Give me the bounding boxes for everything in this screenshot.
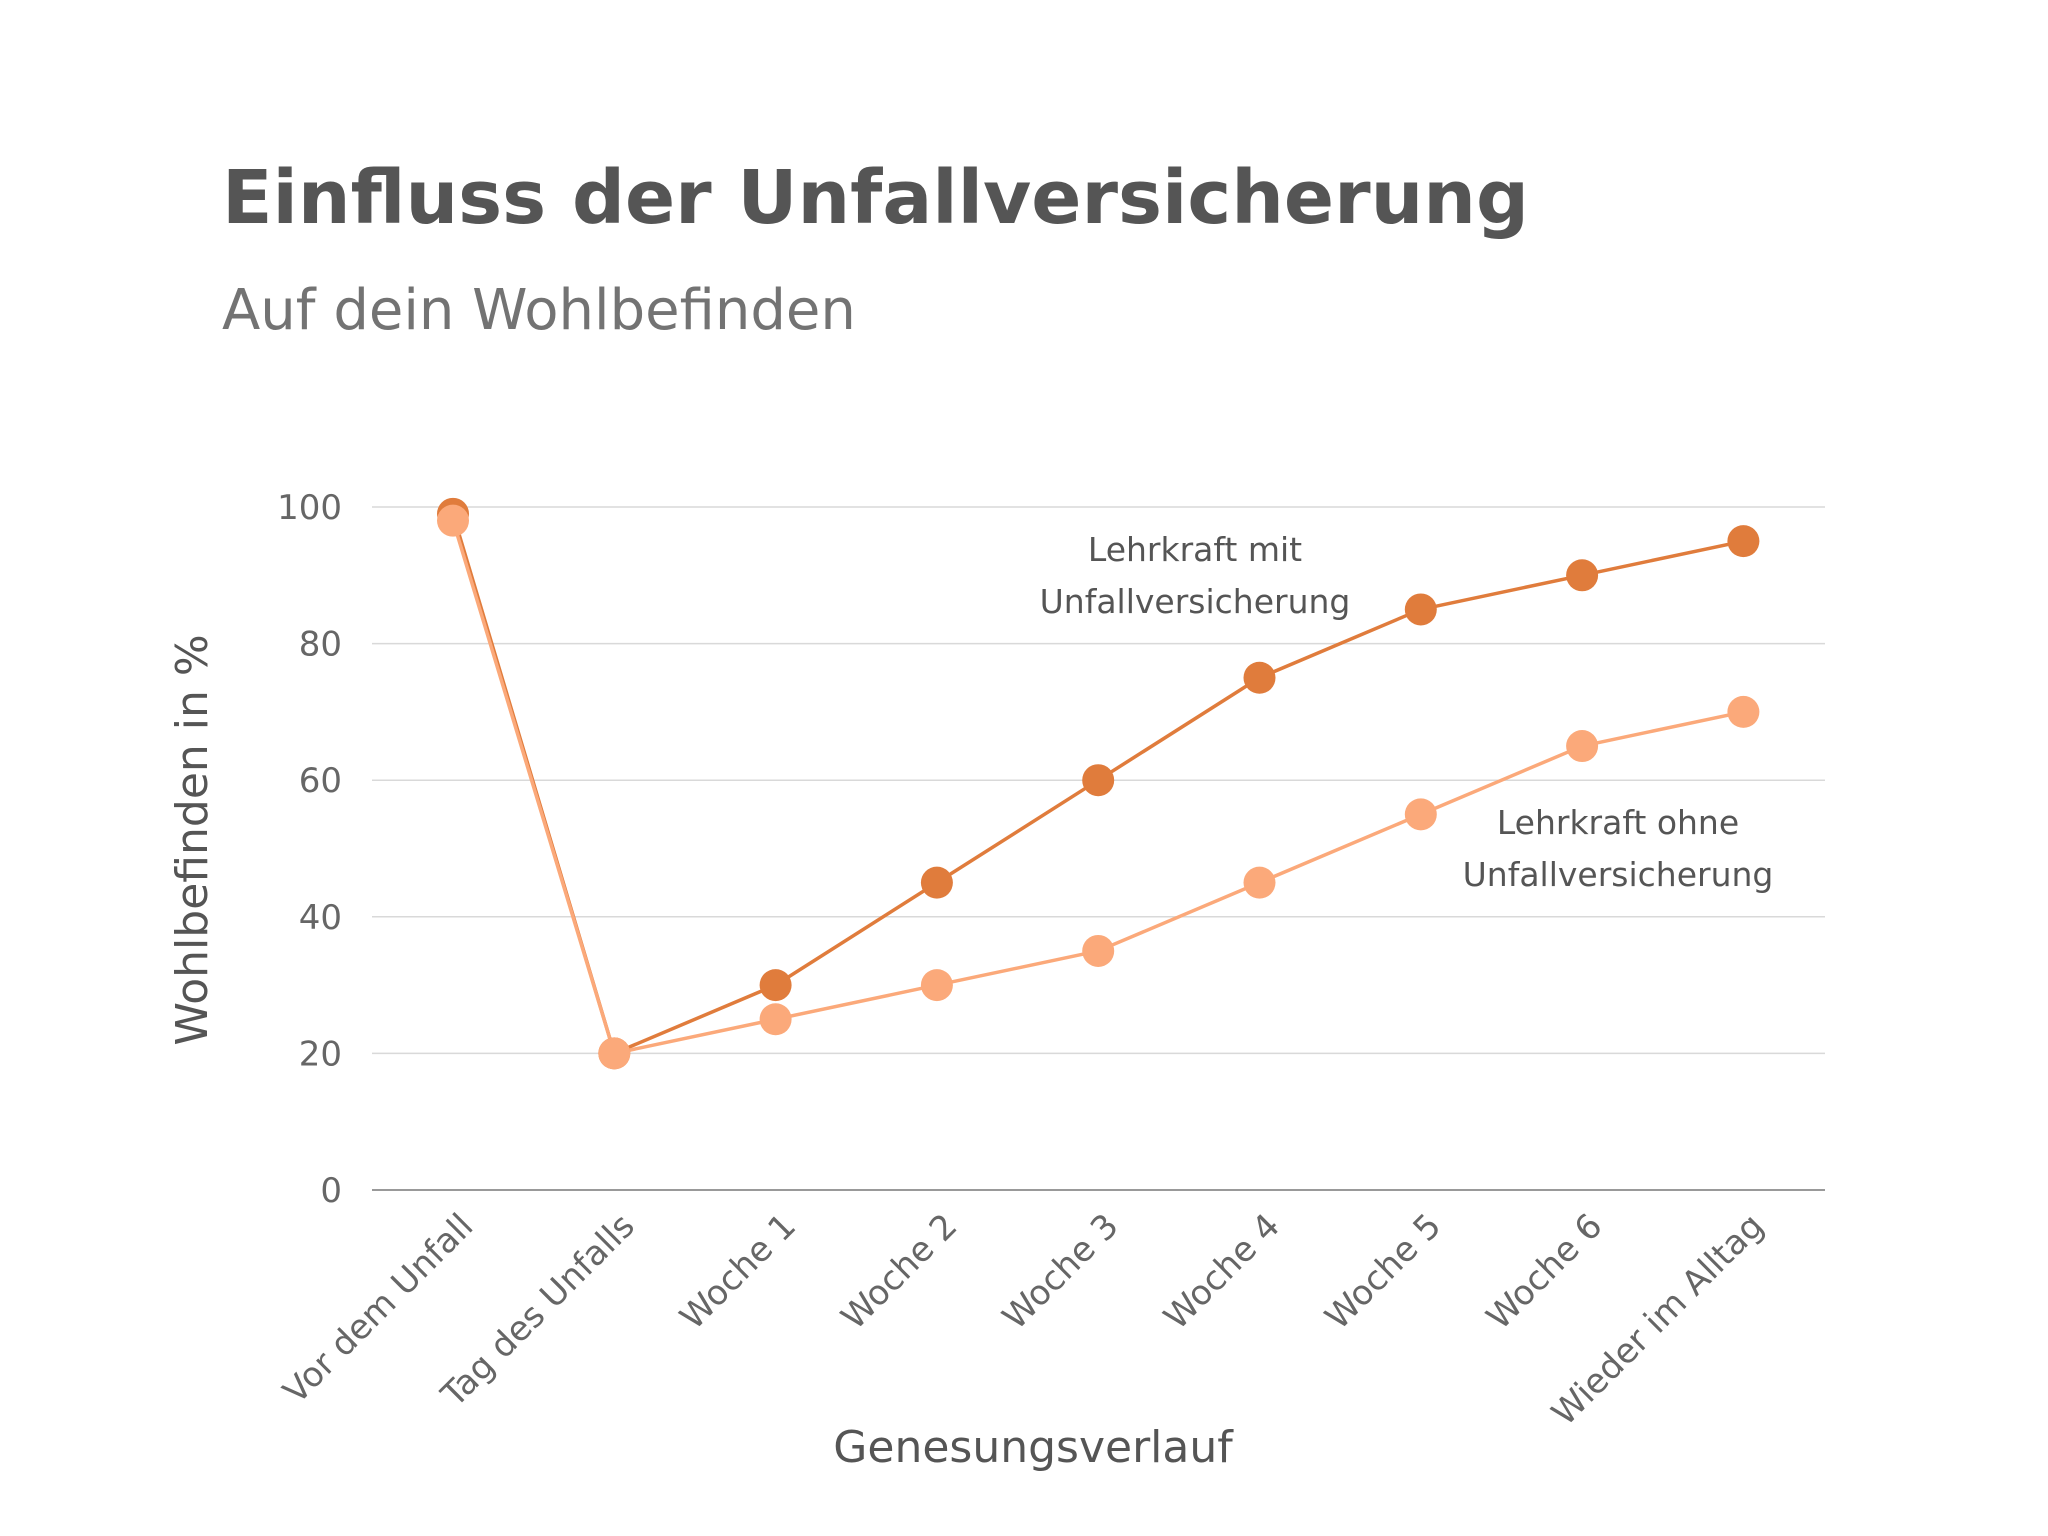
- y-axis-ticks: 0 20 40 60 80 100: [277, 488, 342, 1211]
- x-tick-label: Woche 1: [672, 1206, 804, 1338]
- y-tick-label: 0: [320, 1171, 342, 1211]
- data-point: [598, 1037, 631, 1070]
- data-point: [1082, 934, 1115, 967]
- y-tick-label: 60: [299, 761, 342, 801]
- series-markers: [437, 504, 1760, 1070]
- series-annotations: Lehrkraft mit Unfallversicherung Lehrkraft…: [1040, 530, 1774, 894]
- data-point: [1243, 866, 1276, 899]
- y-tick-label: 20: [299, 1034, 342, 1074]
- data-point: [1082, 764, 1115, 797]
- y-tick-label: 40: [299, 898, 342, 938]
- data-point: [1566, 730, 1599, 763]
- data-point: [759, 969, 792, 1002]
- chart-title: Einfluss der Unfallversicherung: [222, 155, 1529, 241]
- data-point: [920, 969, 953, 1002]
- x-tick-label: Woche 5: [1318, 1206, 1450, 1338]
- series-group: [437, 497, 1760, 1070]
- y-tick-label: 80: [299, 625, 342, 665]
- series-annotation: Unfallversicherung: [1463, 855, 1774, 894]
- x-tick-label: Woche 2: [834, 1206, 966, 1338]
- data-point: [1566, 559, 1599, 592]
- series-annotation: Unfallversicherung: [1040, 582, 1351, 621]
- data-point: [1243, 661, 1276, 694]
- data-point: [1404, 593, 1437, 626]
- gridlines: [372, 506, 1825, 1191]
- y-tick-label: 100: [277, 488, 342, 528]
- series-annotation: Lehrkraft mit: [1088, 530, 1302, 569]
- data-point: [759, 1003, 792, 1036]
- data-point: [1727, 695, 1760, 728]
- data-point: [1727, 525, 1760, 558]
- data-point: [437, 504, 469, 537]
- x-tick-label: Woche 4: [1156, 1206, 1288, 1338]
- x-tick-label: Woche 6: [1479, 1206, 1611, 1338]
- series-annotation: Lehrkraft ohne: [1497, 803, 1739, 842]
- data-point: [1404, 798, 1437, 831]
- chart-subtitle: Auf dein Wohlbefinden: [222, 278, 856, 343]
- x-tick-label: Woche 3: [995, 1206, 1127, 1338]
- y-axis-title: Wohlbefinden in %: [167, 634, 218, 1045]
- x-axis-title: Genesungsverlauf: [833, 1422, 1234, 1473]
- data-point: [920, 866, 953, 899]
